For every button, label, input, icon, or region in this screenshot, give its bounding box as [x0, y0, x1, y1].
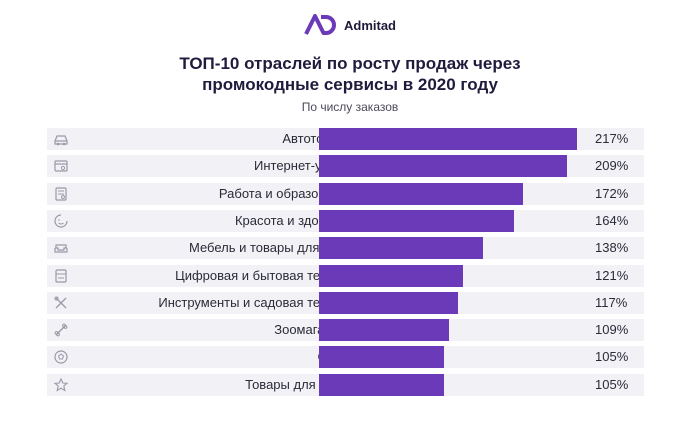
chart-title: ТОП-10 отраслей по росту продаж через пр…: [0, 53, 700, 95]
chart-row: Автотовары217%: [47, 128, 644, 150]
tools-icon: [53, 295, 69, 311]
bar: [319, 210, 514, 232]
admitad-logo-icon: [304, 14, 336, 35]
category-label: Цифровая и бытовая техника: [175, 268, 354, 283]
category-label: Мебель и товары для дома: [188, 240, 354, 255]
value-label: 172%: [595, 186, 629, 201]
value-label: 105%: [595, 349, 629, 364]
browser-icon: [53, 158, 69, 174]
document-icon: [53, 186, 69, 202]
bar: [319, 292, 458, 314]
value-label: 164%: [595, 213, 629, 228]
brand-logo: Admitad: [0, 14, 700, 36]
bar: [319, 128, 577, 150]
chart-row: Цифровая и бытовая техника 121%: [47, 265, 644, 287]
bar: [319, 183, 523, 205]
bar: [319, 374, 444, 396]
bar: [319, 346, 444, 368]
bar: [319, 265, 463, 287]
chart-title-line-2: промокодные сервисы в 2020 году: [202, 75, 498, 94]
category-label: Инструменты и садовая техника: [158, 295, 354, 310]
chart-row: Зоомагазины 109%: [47, 319, 644, 341]
star-icon: [53, 377, 69, 393]
value-label: 217%: [595, 131, 629, 146]
chart-row: Инструменты и садовая техника 117%: [47, 292, 644, 314]
chart-row: Мебель и товары для дома 138%: [47, 237, 644, 259]
brand-name: Admitad: [344, 17, 396, 33]
face-icon: [53, 213, 69, 229]
value-label: 117%: [595, 295, 628, 310]
appliance-icon: [53, 268, 69, 284]
bar: [319, 237, 483, 259]
ball-icon: [53, 349, 69, 365]
bar: [319, 319, 449, 341]
value-label: 109%: [595, 322, 629, 337]
chart-row: Интернет-услуги 209%: [47, 155, 644, 177]
chart-title-line-1: ТОП-10 отраслей по росту продаж через: [179, 54, 521, 73]
chart-subtitle: По числу заказов: [301, 100, 399, 114]
chart-row: Товары для детей 105%: [47, 374, 644, 396]
value-label: 209%: [595, 158, 629, 173]
chart-row: Спорт105%: [47, 346, 644, 368]
value-label: 121%: [595, 268, 629, 283]
car-icon: [53, 131, 69, 147]
sofa-icon: [53, 240, 69, 256]
chart-row: Красота и здоровье 164%: [47, 210, 644, 232]
value-label: 138%: [595, 240, 629, 255]
value-label: 105%: [595, 377, 629, 392]
bar: [319, 155, 567, 177]
chart-row: Работа и образование 172%: [47, 183, 644, 205]
bone-icon: [53, 322, 69, 338]
